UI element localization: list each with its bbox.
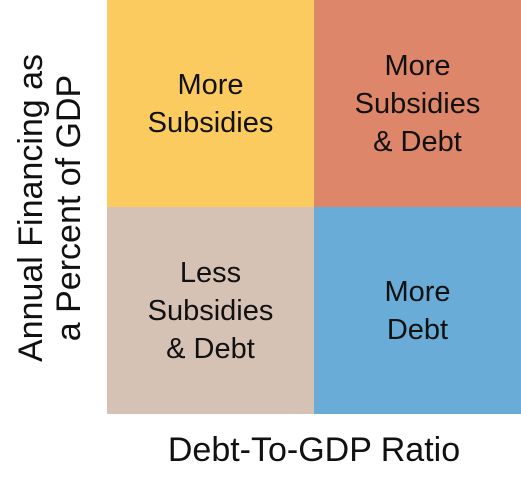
quadrant-label-line: Subsidies bbox=[354, 87, 481, 120]
quadrant-label-line: Subsidies bbox=[147, 294, 274, 327]
quadrant-label: More Subsidies & Debt bbox=[355, 47, 481, 161]
quadrant-label-line: Debt bbox=[386, 313, 449, 346]
quadrant-more-debt: More Debt bbox=[314, 207, 521, 414]
quadrant-less-subsidies-and-debt: Less Subsidies & Debt bbox=[107, 207, 314, 414]
y-axis-label-text: Annual Financing as a Percent of GDP bbox=[12, 0, 88, 416]
y-axis-label-line-2: a Percent of GDP bbox=[50, 74, 88, 342]
quadrant-label-line: & Debt bbox=[166, 332, 255, 365]
quadrant-label-line: Less bbox=[179, 256, 242, 289]
quadrant-label-line: More bbox=[384, 49, 451, 82]
quadrant-more-subsidies-and-debt: More Subsidies & Debt bbox=[314, 0, 521, 207]
quadrant-label: More Subsidies bbox=[148, 66, 274, 142]
quadrant-label: Less Subsidies & Debt bbox=[148, 254, 274, 368]
quadrant-label-line: More bbox=[384, 275, 451, 308]
quadrant-label-line: Subsidies bbox=[147, 106, 274, 139]
y-axis-label: Annual Financing as a Percent of GDP bbox=[0, 0, 100, 416]
quadrant-label-line: & Debt bbox=[373, 125, 462, 158]
y-axis-label-line-1: Annual Financing as bbox=[12, 53, 50, 363]
quadrant-grid: More Subsidies More Subsidies & Debt Les… bbox=[107, 0, 521, 414]
quadrant-label: More Debt bbox=[384, 273, 450, 349]
quadrant-more-subsidies: More Subsidies bbox=[107, 0, 314, 207]
x-axis-label: Debt-To-GDP Ratio bbox=[167, 431, 461, 469]
quadrant-label-line: More bbox=[177, 68, 244, 101]
